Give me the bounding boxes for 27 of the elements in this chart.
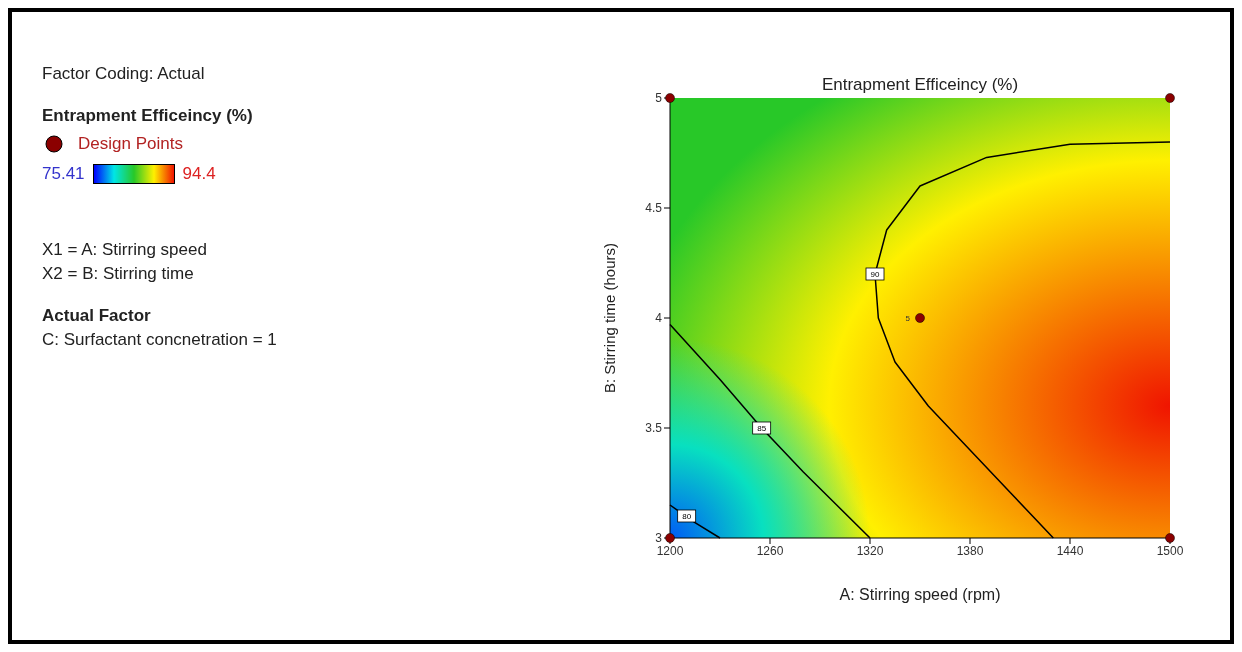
x-tick-label: 1500 — [1156, 543, 1184, 558]
x-tick-label: 1320 — [856, 543, 884, 558]
y-tick-label: 5 — [655, 91, 663, 106]
y-tick-label: 4.5 — [645, 201, 663, 216]
point — [915, 313, 925, 323]
y-axis-title: B: Stirring time (hours) — [601, 242, 619, 394]
text: X1 = A: Stirring speed — [42, 240, 208, 260]
annotation: 5 — [905, 314, 911, 323]
text: 75.41 — [42, 164, 85, 184]
annotation: 80 — [682, 512, 692, 521]
text: X2 = B: Stirring time — [42, 264, 195, 284]
y-tick-label: 3.5 — [645, 421, 663, 436]
x-axis-title: A: Stirring speed (rpm) — [839, 586, 1001, 603]
x-tick-label: 1260 — [756, 543, 784, 558]
text: 94.4 — [182, 164, 216, 184]
x-tick-label: 1440 — [1056, 543, 1084, 558]
x-tick-label: 1200 — [656, 543, 684, 558]
y-tick-label: 4 — [655, 311, 663, 326]
text: C: Surfactant concnetration = 1 — [42, 330, 278, 350]
legend-label: Design Points — [78, 134, 183, 154]
x-tick-label: 1380 — [956, 543, 984, 558]
chart-title: Entrapment Efficeincy (%) — [821, 75, 1019, 94]
point — [1165, 93, 1175, 103]
y-tick-label: 3 — [655, 531, 663, 546]
legend-title: Entrapment Efficeincy (%) — [42, 106, 254, 126]
text: Actual Factor — [42, 306, 152, 326]
text: Factor Coding: Actual — [42, 64, 206, 84]
